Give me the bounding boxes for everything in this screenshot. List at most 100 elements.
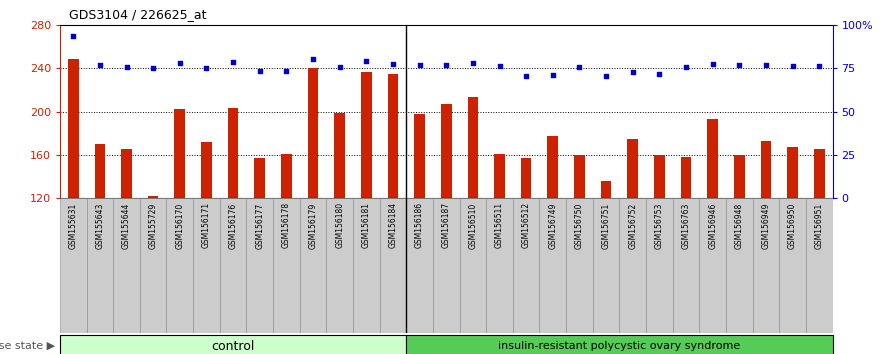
Bar — [247, 198, 273, 333]
Text: GSM156948: GSM156948 — [735, 202, 744, 249]
Text: GSM156949: GSM156949 — [761, 202, 771, 249]
Text: GSM156510: GSM156510 — [469, 202, 478, 249]
Bar — [601, 181, 611, 198]
Bar — [460, 198, 486, 333]
Text: GSM155729: GSM155729 — [149, 202, 158, 249]
Bar — [148, 196, 159, 198]
Point — [786, 63, 800, 69]
Bar — [353, 198, 380, 333]
Point — [626, 70, 640, 75]
Text: GSM156178: GSM156178 — [282, 202, 291, 249]
Text: GSM156753: GSM156753 — [655, 202, 664, 249]
Text: control: control — [211, 339, 255, 353]
Bar — [654, 155, 664, 198]
Bar — [167, 198, 193, 333]
Bar — [619, 198, 646, 333]
Point — [545, 72, 559, 78]
Bar — [414, 114, 425, 198]
Bar — [281, 154, 292, 198]
Bar — [627, 139, 638, 198]
Bar — [513, 198, 539, 333]
Bar — [700, 198, 726, 333]
Bar — [94, 144, 105, 198]
Point — [759, 62, 773, 68]
Text: GSM156179: GSM156179 — [308, 202, 317, 249]
Bar — [486, 198, 513, 333]
Bar — [174, 109, 185, 198]
Point — [279, 69, 293, 74]
Bar — [307, 68, 318, 198]
Text: GSM155644: GSM155644 — [122, 202, 131, 249]
Point — [466, 60, 480, 65]
Bar — [494, 154, 505, 198]
Text: GSM156751: GSM156751 — [602, 202, 611, 249]
Bar — [273, 198, 300, 333]
Point — [492, 63, 507, 69]
Bar — [440, 104, 452, 198]
Bar — [201, 142, 211, 198]
Bar — [406, 198, 433, 333]
Text: GSM156187: GSM156187 — [441, 202, 451, 249]
Point — [706, 61, 720, 67]
Bar — [814, 149, 825, 198]
Text: GSM155643: GSM155643 — [95, 202, 104, 249]
Bar — [140, 198, 167, 333]
Bar — [334, 113, 345, 198]
Point — [599, 73, 613, 79]
Bar — [122, 149, 132, 198]
Bar — [566, 198, 593, 333]
Bar — [646, 198, 673, 333]
Bar — [228, 108, 239, 198]
Point — [226, 59, 241, 64]
Bar — [255, 158, 265, 198]
Bar — [219, 198, 247, 333]
Bar — [361, 73, 372, 198]
Point — [573, 64, 587, 70]
Point — [652, 71, 666, 76]
Bar — [406, 335, 833, 354]
Bar — [726, 198, 752, 333]
Text: GSM156176: GSM156176 — [228, 202, 238, 249]
Point — [253, 69, 267, 74]
Point — [812, 63, 826, 69]
Bar — [193, 198, 219, 333]
Text: GSM156750: GSM156750 — [575, 202, 584, 249]
Point — [732, 62, 746, 68]
Text: insulin-resistant polycystic ovary syndrome: insulin-resistant polycystic ovary syndr… — [499, 341, 741, 351]
Point — [120, 64, 134, 70]
Bar — [707, 119, 718, 198]
Bar — [547, 136, 559, 198]
Text: GSM155631: GSM155631 — [69, 202, 78, 249]
Bar — [734, 155, 744, 198]
Text: GSM156749: GSM156749 — [548, 202, 558, 249]
Bar — [68, 59, 78, 198]
Text: GSM156181: GSM156181 — [362, 202, 371, 248]
Bar — [326, 198, 353, 333]
Point — [386, 61, 400, 67]
Bar — [433, 198, 460, 333]
Text: GDS3104 / 226625_at: GDS3104 / 226625_at — [69, 8, 206, 21]
Point — [66, 33, 80, 39]
Bar — [752, 198, 780, 333]
Text: disease state ▶: disease state ▶ — [0, 341, 56, 351]
Text: GSM156171: GSM156171 — [202, 202, 211, 249]
Bar — [780, 198, 806, 333]
Bar — [380, 198, 406, 333]
Bar — [300, 198, 326, 333]
Bar — [760, 141, 771, 198]
Point — [679, 64, 693, 70]
Bar — [60, 198, 86, 333]
Bar — [468, 97, 478, 198]
Point — [333, 64, 347, 70]
Point — [412, 62, 426, 68]
Bar — [593, 198, 619, 333]
Point — [146, 65, 160, 71]
Text: GSM156511: GSM156511 — [495, 202, 504, 249]
Bar — [539, 198, 566, 333]
Text: GSM156951: GSM156951 — [815, 202, 824, 249]
Text: GSM156946: GSM156946 — [708, 202, 717, 249]
Text: GSM156177: GSM156177 — [255, 202, 264, 249]
Text: GSM156186: GSM156186 — [415, 202, 424, 249]
Bar — [113, 198, 140, 333]
Point — [519, 73, 533, 79]
